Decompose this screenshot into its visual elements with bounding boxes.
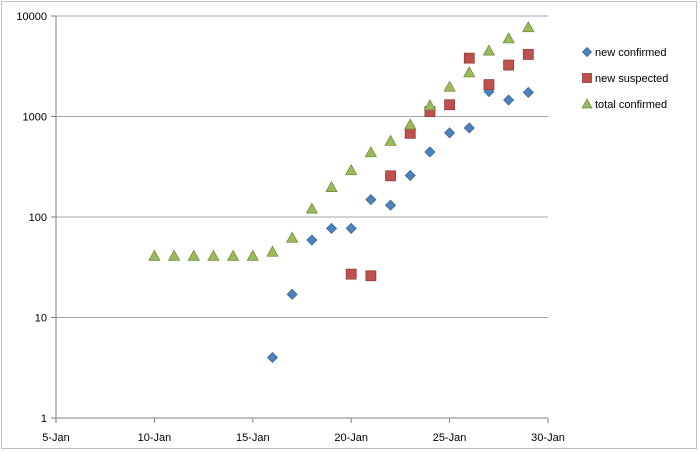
data-point-new-confirmed: [503, 94, 515, 106]
data-point-total-confirmed: [443, 80, 456, 92]
data-marks: [148, 21, 535, 364]
data-point-total-confirmed: [246, 249, 259, 261]
data-point-total-confirmed: [404, 118, 417, 130]
data-point-new-confirmed: [463, 122, 475, 134]
x-tick-label: 20-Jan: [334, 432, 368, 444]
legend-label-new-confirmed: new confirmed: [595, 47, 667, 59]
data-point-new-confirmed: [424, 146, 436, 158]
y-tick-label: 1000: [23, 112, 47, 124]
data-point-new-confirmed: [384, 199, 397, 211]
data-point-new-confirmed: [404, 169, 416, 182]
data-point-new-suspected: [522, 49, 534, 60]
data-point-new-confirmed: [365, 194, 377, 206]
data-point-new-confirmed: [266, 351, 279, 364]
data-point-new-confirmed: [325, 222, 338, 234]
data-point-total-confirmed: [364, 146, 378, 158]
x-tick-label: 10-Jan: [138, 432, 172, 444]
data-point-total-confirmed: [482, 44, 496, 56]
data-point-total-confirmed: [266, 245, 279, 257]
data-point-total-confirmed: [148, 249, 161, 261]
data-point-new-suspected: [503, 59, 515, 71]
data-point-new-confirmed: [444, 127, 456, 139]
data-point-total-confirmed: [325, 180, 338, 192]
data-point-total-confirmed: [285, 231, 299, 243]
axes: 1 10 100 1000 10000 5-Jan 10-Jan 15-Jan 20-Jan 25…: [16, 11, 564, 444]
series-new-confirmed: [266, 85, 534, 364]
series-new-suspected: [345, 49, 534, 282]
data-point-total-confirmed: [502, 32, 515, 44]
data-point-new-suspected: [463, 52, 475, 64]
legend-marker-new-confirmed: [581, 46, 593, 58]
data-point-new-suspected: [385, 170, 396, 182]
legend-marker-new-suspected: [582, 73, 592, 83]
y-tick-label: 100: [29, 212, 47, 224]
legend-label-new-suspected: new suspected: [595, 73, 668, 85]
legend-marker-total-confirmed: [581, 98, 593, 109]
data-point-total-confirmed: [187, 249, 200, 261]
data-point-total-confirmed: [305, 202, 319, 214]
data-point-total-confirmed: [207, 249, 220, 261]
legend: new confirmed new suspected total confirme…: [581, 46, 668, 111]
x-tick-label: 15-Jan: [236, 432, 270, 444]
y-tick-label: 1: [41, 413, 47, 425]
x-tick-label: 25-Jan: [433, 432, 467, 444]
data-point-new-suspected: [444, 99, 456, 111]
data-point-new-suspected: [345, 268, 357, 280]
data-point-new-suspected: [404, 127, 416, 139]
data-point-total-confirmed: [463, 66, 476, 78]
data-point-new-suspected: [365, 270, 377, 282]
data-point-total-confirmed: [522, 21, 535, 33]
series-total-confirmed: [148, 21, 535, 261]
data-point-total-confirmed: [226, 249, 240, 261]
data-point-new-confirmed: [286, 288, 298, 300]
data-point-new-suspected: [483, 79, 495, 90]
y-tick-label: 10: [35, 313, 47, 325]
data-point-new-confirmed: [345, 222, 357, 234]
x-tick-label: 5-Jan: [42, 432, 70, 444]
data-point-total-confirmed: [384, 134, 397, 146]
legend-label-total-confirmed: total confirmed: [595, 99, 667, 111]
data-point-new-confirmed: [522, 86, 534, 98]
y-tick-label: 10000: [16, 11, 47, 23]
data-point-total-confirmed: [345, 164, 358, 176]
data-point-new-confirmed: [306, 234, 318, 246]
data-point-total-confirmed: [423, 99, 437, 111]
x-tick-label: 30-Jan: [531, 432, 565, 444]
data-point-total-confirmed: [167, 249, 181, 261]
